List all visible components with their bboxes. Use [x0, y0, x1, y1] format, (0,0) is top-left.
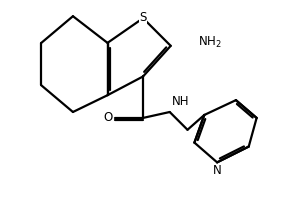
Text: N: N — [213, 164, 221, 177]
Text: O: O — [103, 111, 112, 124]
Text: S: S — [139, 11, 147, 24]
Text: NH: NH — [172, 95, 189, 108]
Text: NH$_2$: NH$_2$ — [198, 35, 222, 50]
